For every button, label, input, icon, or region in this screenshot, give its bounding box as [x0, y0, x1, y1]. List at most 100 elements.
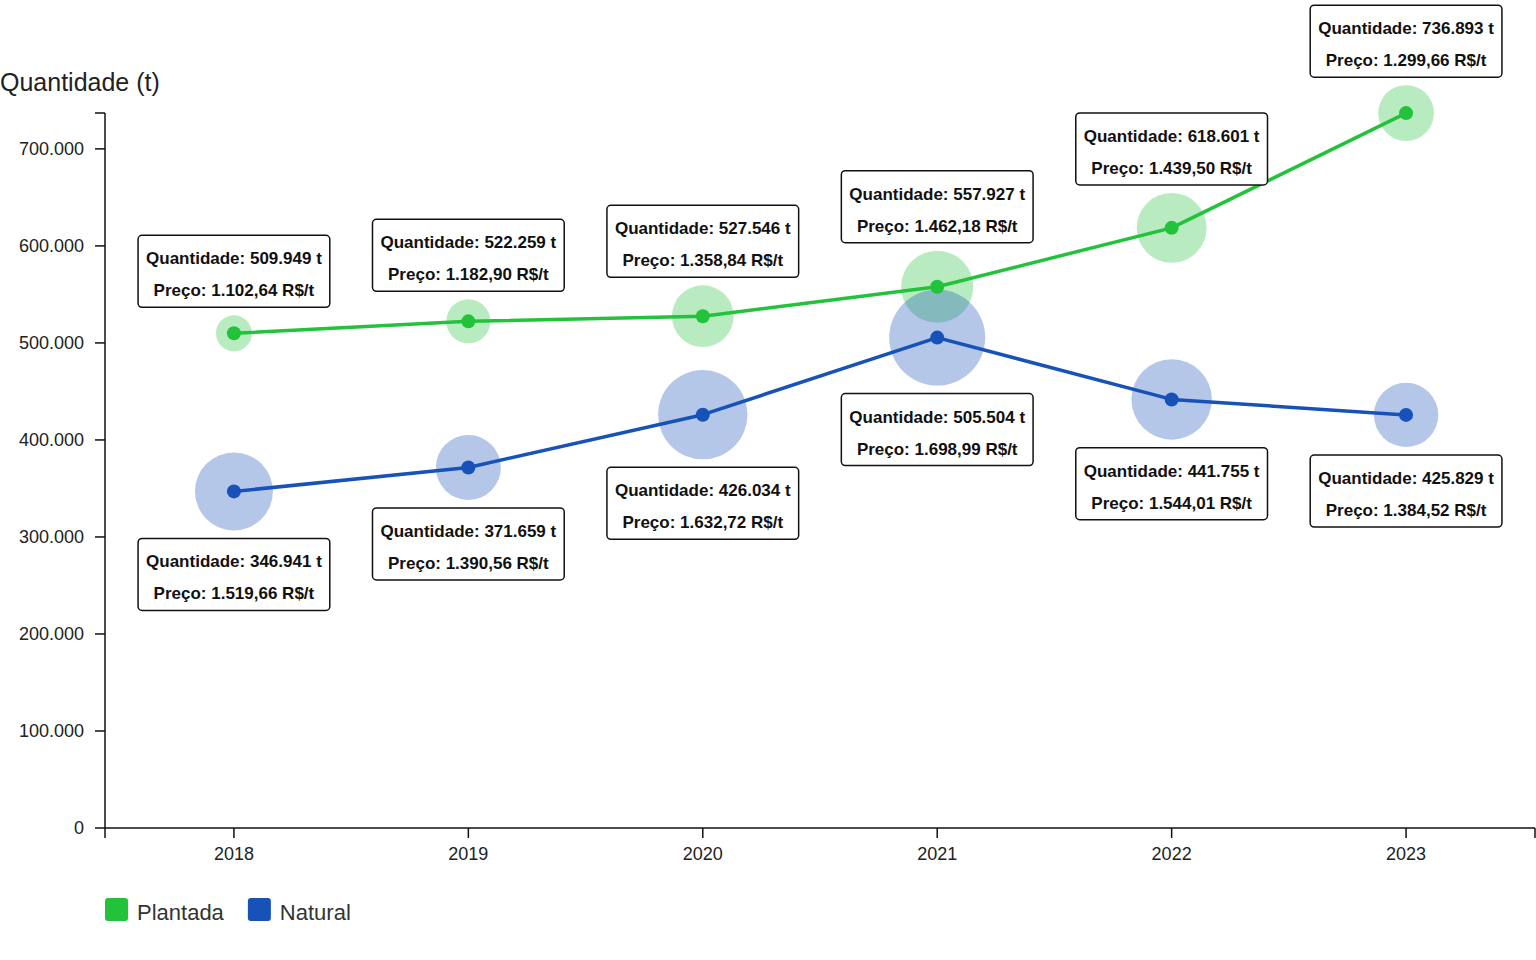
- data-label-price: Preço: 1.390,56 R$/t: [388, 554, 549, 573]
- data-label-box: [1310, 5, 1502, 77]
- data-label: Quantidade: 346.941 t Preço: 1.519,66 R$/…: [138, 538, 330, 610]
- data-label: Quantidade: 425.829 tPreço: 1.384,52 R$/…: [1310, 455, 1502, 527]
- x-axis-end-tick: [104, 828, 106, 838]
- data-label-quantity: Quantidade: 505.504 t: [849, 408, 1025, 427]
- bubble: [1378, 85, 1434, 141]
- legend-label: Natural: [280, 900, 351, 925]
- legend-swatch: [248, 898, 271, 921]
- data-label-box: [138, 235, 330, 307]
- x-tick: [702, 828, 704, 838]
- data-label-price: Preço: 1.299,66 R$/t: [1326, 51, 1487, 70]
- data-label: Quantidade: 441.755 t Preço: 1.544,01 R$/…: [1076, 448, 1268, 520]
- data-label-box: [607, 467, 799, 539]
- bubbles: [195, 85, 1438, 530]
- data-label-box: [607, 205, 799, 277]
- data-label-quantity: Quantidade: 371.659 t: [380, 522, 556, 541]
- y-tick-label: 0: [74, 818, 84, 838]
- data-label-price: Preço: 1.632,72 R$/t: [622, 513, 783, 532]
- data-label-box: [841, 171, 1033, 243]
- data-label-price: Preço: 1.182,90 R$/t: [388, 265, 549, 284]
- data-label-price: Preço: 1.698,99 R$/t: [857, 440, 1018, 459]
- data-label-quantity: Quantidade: 618.601 t: [1084, 127, 1260, 146]
- y-tick-label: 700.000: [19, 139, 84, 159]
- x-tick: [1405, 828, 1407, 838]
- data-label: Quantidade: 557.927 t Preço: 1.462,18 R$/…: [841, 171, 1033, 243]
- data-label-box: [1310, 455, 1502, 527]
- chart: Quantidade (t) 0 100.000 200.000 300.000 400.…: [0, 0, 1536, 960]
- bubble: [1137, 193, 1207, 263]
- data-label-box: [841, 394, 1033, 466]
- x-tick-label: 2019: [448, 844, 488, 864]
- data-label: Quantidade: 505.504 t Preço: 1.698,99 R$/…: [841, 394, 1033, 466]
- data-label-quantity: Quantidade: 522.259 t: [380, 233, 556, 252]
- x-tick-label: 2021: [917, 844, 957, 864]
- marker: [696, 408, 710, 422]
- data-labels: Quantidade: 509.949 t Preço: 1.102,64 R$/…: [138, 5, 1502, 610]
- data-label-price: Preço: 1.358,84 R$/t: [622, 251, 783, 270]
- marker: [930, 280, 944, 294]
- legend-label: Plantada: [137, 900, 225, 925]
- y-tick-label: 600.000: [19, 236, 84, 256]
- data-label-box: [138, 538, 330, 610]
- data-label-box: [1076, 113, 1268, 185]
- markers: [227, 106, 1413, 498]
- bubble: [1131, 359, 1211, 439]
- data-label-price: Preço: 1.439,50 R$/t: [1091, 159, 1252, 178]
- marker: [1399, 106, 1413, 120]
- series-line: [234, 338, 1406, 492]
- marker: [227, 326, 241, 340]
- y-tick: [95, 439, 105, 441]
- data-label-quantity: Quantidade: 527.546 t: [615, 219, 791, 238]
- x-tick: [936, 828, 938, 838]
- data-label-quantity: Quantidade: 557.927 t: [849, 185, 1025, 204]
- y-tick-label: 100.000: [19, 721, 84, 741]
- data-label: Quantidade: 509.949 t Preço: 1.102,64 R$/…: [138, 235, 330, 307]
- marker: [1399, 408, 1413, 422]
- data-label: Quantidade: 618.601 t Preço: 1.439,50 R$/…: [1076, 113, 1268, 185]
- y-axis-end-tick: [95, 112, 105, 114]
- data-label-quantity: Quantidade: 346.941 t: [146, 552, 322, 571]
- data-label: Quantidade: 426.034 t Preço: 1.632,72 R$/…: [607, 467, 799, 539]
- data-label-price: Preço: 1.544,01 R$/t: [1091, 494, 1252, 513]
- data-label-quantity: Quantidade: 426.034 t: [615, 481, 791, 500]
- x-tick: [1171, 828, 1173, 838]
- data-label-quantity: Quantidade: 509.949 t: [146, 249, 322, 268]
- x-tick-label: 2020: [683, 844, 723, 864]
- data-label-box: [1076, 448, 1268, 520]
- y-tick-label: 500.000: [19, 333, 84, 353]
- data-label: Quantidade: 371.659 t Preço: 1.390,56 R$/…: [372, 508, 564, 580]
- y-tick: [95, 633, 105, 635]
- data-label-price: Preço: 1.102,64 R$/t: [154, 281, 315, 300]
- y-tick: [95, 342, 105, 344]
- y-tick: [95, 730, 105, 732]
- bubble: [436, 435, 501, 500]
- y-tick: [95, 827, 105, 829]
- data-label-box: [372, 219, 564, 291]
- marker: [1165, 221, 1179, 235]
- x-axis-end-tick: [1534, 828, 1536, 838]
- data-label-price: Preço: 1.519,66 R$/t: [154, 584, 315, 603]
- x-tick-label: 2022: [1152, 844, 1192, 864]
- y-tick-label: 300.000: [19, 527, 84, 547]
- data-label: Quantidade: 736.893 tPreço: 1.299,66 R$/…: [1310, 5, 1502, 77]
- data-label: Quantidade: 527.546 t Preço: 1.358,84 R$/…: [607, 205, 799, 277]
- marker: [227, 484, 241, 498]
- lines: [234, 113, 1406, 491]
- legend-swatch: [105, 898, 128, 921]
- data-label-quantity: Quantidade: 441.755 t: [1084, 462, 1260, 481]
- data-label-price: Preço: 1.384,52 R$/t: [1326, 501, 1487, 520]
- y-tick: [95, 536, 105, 538]
- marker: [461, 314, 475, 328]
- data-label-price: Preço: 1.462,18 R$/t: [857, 217, 1018, 236]
- y-tick-label: 200.000: [19, 624, 84, 644]
- y-axis-label: Quantidade (t): [0, 68, 160, 96]
- x-tick: [468, 828, 470, 838]
- x-tick-label: 2023: [1386, 844, 1426, 864]
- x-axis-line: [105, 827, 1535, 829]
- y-axis-line: [104, 113, 106, 828]
- y-tick-label: 400.000: [19, 430, 84, 450]
- y-tick: [95, 245, 105, 247]
- x-tick-label: 2018: [214, 844, 254, 864]
- bubble: [195, 452, 273, 530]
- y-tick: [95, 148, 105, 150]
